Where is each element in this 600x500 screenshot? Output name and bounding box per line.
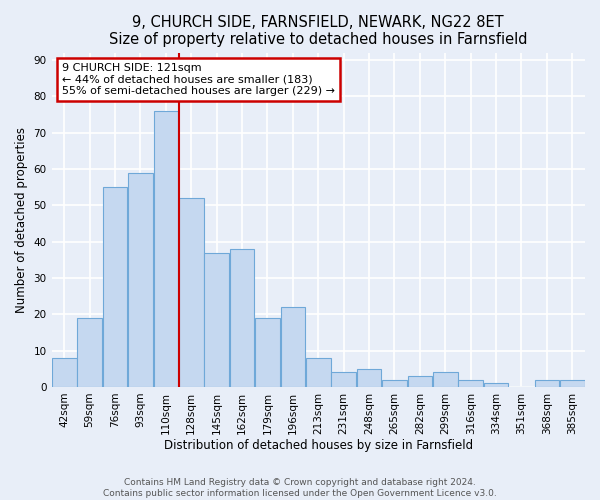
Bar: [331, 372, 356, 387]
Bar: [179, 198, 203, 387]
Title: 9, CHURCH SIDE, FARNSFIELD, NEWARK, NG22 8ET
Size of property relative to detach: 9, CHURCH SIDE, FARNSFIELD, NEWARK, NG22…: [109, 15, 527, 48]
Bar: [77, 318, 102, 387]
Bar: [52, 358, 77, 387]
Bar: [458, 380, 483, 387]
Bar: [205, 252, 229, 387]
Bar: [382, 380, 407, 387]
Bar: [560, 380, 584, 387]
X-axis label: Distribution of detached houses by size in Farnsfield: Distribution of detached houses by size …: [164, 440, 473, 452]
Bar: [128, 172, 153, 387]
Bar: [306, 358, 331, 387]
Y-axis label: Number of detached properties: Number of detached properties: [15, 127, 28, 313]
Bar: [535, 380, 559, 387]
Bar: [103, 187, 127, 387]
Bar: [154, 111, 178, 387]
Bar: [484, 384, 508, 387]
Text: 9 CHURCH SIDE: 121sqm
← 44% of detached houses are smaller (183)
55% of semi-det: 9 CHURCH SIDE: 121sqm ← 44% of detached …: [62, 63, 335, 96]
Bar: [433, 372, 458, 387]
Bar: [357, 369, 382, 387]
Bar: [230, 249, 254, 387]
Text: Contains HM Land Registry data © Crown copyright and database right 2024.
Contai: Contains HM Land Registry data © Crown c…: [103, 478, 497, 498]
Bar: [281, 307, 305, 387]
Bar: [407, 376, 432, 387]
Bar: [255, 318, 280, 387]
